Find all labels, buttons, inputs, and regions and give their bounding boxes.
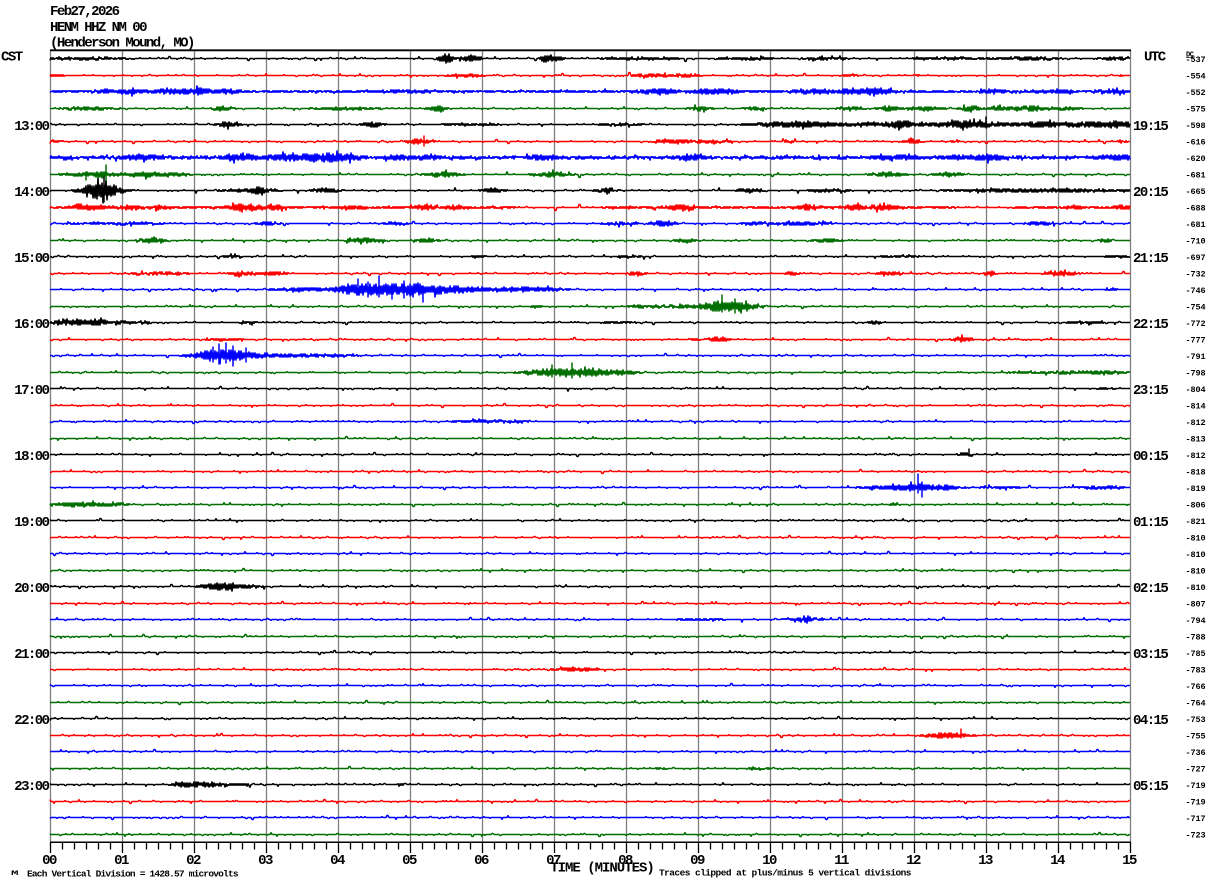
svg-text:Traces clipped at plus/minus 5: Traces clipped at plus/minus 5 vertical … bbox=[659, 868, 912, 879]
svg-text:04: 04 bbox=[330, 853, 345, 869]
svg-text:-788: -788 bbox=[1185, 633, 1205, 643]
svg-text:10: 10 bbox=[762, 853, 777, 869]
svg-text:DC: DC bbox=[1186, 51, 1194, 59]
svg-text:-616: -616 bbox=[1185, 138, 1205, 148]
svg-text:(Henderson Mound, MO): (Henderson Mound, MO) bbox=[50, 36, 194, 52]
svg-text:-812: -812 bbox=[1185, 418, 1205, 428]
svg-text:00: 00 bbox=[42, 853, 57, 869]
svg-text:-812: -812 bbox=[1185, 451, 1205, 461]
svg-text:23:00: 23:00 bbox=[14, 779, 49, 795]
svg-text:-755: -755 bbox=[1185, 732, 1205, 742]
svg-text:21:15: 21:15 bbox=[1133, 251, 1168, 267]
svg-text:20:15: 20:15 bbox=[1133, 185, 1168, 201]
svg-text:03: 03 bbox=[258, 853, 273, 869]
svg-text:20:00: 20:00 bbox=[14, 581, 49, 597]
svg-text:-794: -794 bbox=[1185, 616, 1205, 626]
svg-text:-810: -810 bbox=[1185, 534, 1205, 544]
svg-text:08: 08 bbox=[618, 853, 633, 869]
svg-text:06: 06 bbox=[474, 853, 489, 869]
svg-text:-710: -710 bbox=[1185, 237, 1205, 247]
svg-text:-766: -766 bbox=[1185, 682, 1205, 692]
svg-text:11: 11 bbox=[834, 853, 849, 869]
svg-text:Feb27,2026: Feb27,2026 bbox=[50, 4, 120, 20]
svg-text:01:15: 01:15 bbox=[1133, 515, 1168, 531]
svg-text:-807: -807 bbox=[1185, 600, 1205, 610]
svg-text:-813: -813 bbox=[1185, 435, 1205, 445]
svg-text:-554: -554 bbox=[1185, 72, 1205, 82]
svg-text:-620: -620 bbox=[1185, 154, 1205, 164]
svg-text:02:15: 02:15 bbox=[1133, 581, 1168, 597]
svg-text:-804: -804 bbox=[1185, 385, 1205, 395]
svg-text:-806: -806 bbox=[1185, 501, 1205, 511]
svg-text:23:15: 23:15 bbox=[1133, 383, 1168, 399]
svg-text:-798: -798 bbox=[1185, 369, 1205, 379]
svg-text:-552: -552 bbox=[1185, 88, 1205, 98]
svg-text:-681: -681 bbox=[1185, 220, 1205, 230]
svg-text:-810: -810 bbox=[1185, 567, 1205, 577]
svg-text:05:15: 05:15 bbox=[1133, 779, 1168, 795]
svg-text:03:15: 03:15 bbox=[1133, 647, 1168, 663]
svg-text:-537: -537 bbox=[1185, 55, 1205, 65]
svg-text:-719: -719 bbox=[1185, 781, 1205, 791]
svg-text:09: 09 bbox=[690, 853, 705, 869]
svg-text:19:15: 19:15 bbox=[1133, 119, 1168, 135]
svg-text:-723: -723 bbox=[1185, 831, 1205, 841]
svg-text:-688: -688 bbox=[1185, 204, 1205, 214]
svg-text:19:00: 19:00 bbox=[14, 515, 49, 531]
svg-text:07: 07 bbox=[546, 853, 561, 869]
svg-text:-785: -785 bbox=[1185, 649, 1205, 659]
svg-text:12: 12 bbox=[906, 853, 921, 869]
svg-text:-777: -777 bbox=[1185, 336, 1205, 346]
svg-text:15:00: 15:00 bbox=[14, 251, 49, 267]
svg-text:21:00: 21:00 bbox=[14, 647, 49, 663]
svg-text:01: 01 bbox=[114, 853, 129, 869]
svg-text:-736: -736 bbox=[1185, 748, 1205, 758]
svg-text:05: 05 bbox=[402, 853, 417, 869]
svg-text:-753: -753 bbox=[1185, 715, 1205, 725]
svg-text:-717: -717 bbox=[1185, 814, 1205, 824]
svg-text:15: 15 bbox=[1122, 853, 1137, 869]
svg-text:CST: CST bbox=[1, 49, 23, 65]
svg-text:-681: -681 bbox=[1185, 171, 1205, 181]
svg-text:-746: -746 bbox=[1185, 286, 1205, 296]
svg-text:-598: -598 bbox=[1185, 121, 1205, 131]
svg-text:-791: -791 bbox=[1185, 352, 1205, 362]
svg-text:UTC: UTC bbox=[1144, 49, 1167, 65]
svg-text:-575: -575 bbox=[1185, 105, 1205, 115]
svg-text:Each Vertical Division = 1428.: Each Vertical Division = 1428.57 microvo… bbox=[27, 869, 239, 880]
svg-text:-727: -727 bbox=[1185, 765, 1205, 775]
svg-text:18:00: 18:00 bbox=[14, 449, 49, 465]
svg-text:-772: -772 bbox=[1185, 319, 1205, 329]
svg-text:13:00: 13:00 bbox=[14, 119, 49, 135]
svg-text:-810: -810 bbox=[1185, 583, 1205, 593]
svg-text:02: 02 bbox=[186, 853, 201, 869]
svg-text:-814: -814 bbox=[1185, 402, 1205, 412]
svg-text:-665: -665 bbox=[1185, 187, 1205, 197]
svg-text:22:00: 22:00 bbox=[14, 713, 49, 729]
svg-text:14:00: 14:00 bbox=[14, 185, 49, 201]
svg-text:-783: -783 bbox=[1185, 666, 1205, 676]
svg-text:-818: -818 bbox=[1185, 468, 1205, 478]
svg-text:HENM HHZ NM 00: HENM HHZ NM 00 bbox=[50, 20, 147, 36]
svg-text:04:15: 04:15 bbox=[1133, 713, 1168, 729]
svg-text:13: 13 bbox=[978, 853, 993, 869]
svg-text:-810: -810 bbox=[1185, 550, 1205, 560]
svg-text:14: 14 bbox=[1050, 853, 1065, 869]
svg-text:16:00: 16:00 bbox=[14, 317, 49, 333]
svg-text:-754: -754 bbox=[1185, 303, 1205, 313]
svg-text:-819: -819 bbox=[1185, 484, 1205, 494]
svg-text:-764: -764 bbox=[1185, 699, 1205, 709]
svg-text:M: M bbox=[11, 870, 19, 877]
svg-text:-697: -697 bbox=[1185, 253, 1205, 263]
svg-text:22:15: 22:15 bbox=[1133, 317, 1168, 333]
svg-text:-821: -821 bbox=[1185, 517, 1205, 527]
svg-text:-719: -719 bbox=[1185, 798, 1205, 808]
svg-text:TIME (MINUTES): TIME (MINUTES) bbox=[550, 861, 654, 877]
svg-text:00:15: 00:15 bbox=[1133, 449, 1168, 465]
svg-text:-732: -732 bbox=[1185, 270, 1205, 280]
svg-text:17:00: 17:00 bbox=[14, 383, 49, 399]
